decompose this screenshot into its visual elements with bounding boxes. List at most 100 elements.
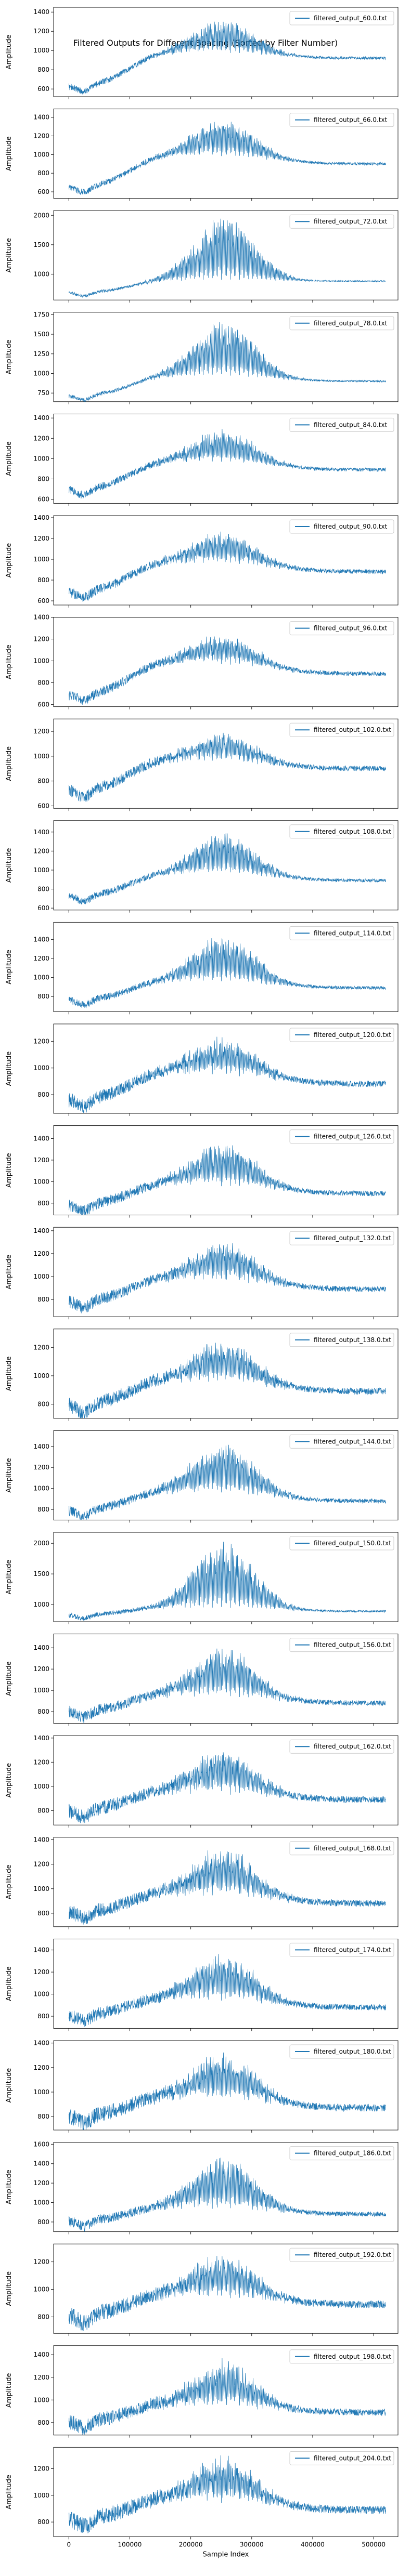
y-tick-label: 1000 (33, 2199, 49, 2206)
legend-entry: filtered_output_84.0.txt (314, 421, 388, 428)
y-axis-label: Amplitude (5, 746, 13, 781)
subplot-21: 800 1000 1200 1400 Amplitude filtered_output_… (5, 2040, 399, 2133)
legend-entry: filtered_output_192.0.txt (314, 2251, 391, 2258)
legend: filtered_output_150.0.txt (289, 1536, 394, 1550)
axes-frame (53, 1430, 399, 1520)
subplot-4: 750 1000 1250 1500 1750 Amplitude filtered_out… (5, 311, 399, 404)
legend-entry: filtered_output_120.0.txt (314, 1031, 391, 1039)
legend-entry: filtered_output_126.0.txt (314, 1133, 391, 1140)
y-tick-label: 1500 (33, 241, 49, 248)
y-tick-label: 800 (37, 1807, 49, 1814)
legend-entry: filtered_output_60.0.txt (314, 15, 388, 22)
y-axis-label: Amplitude (5, 848, 13, 883)
y-tick-label: 1400 (33, 1734, 49, 1742)
y-tick-label: 1000 (33, 556, 49, 563)
legend-box (289, 519, 394, 534)
subplot-1: 600 800 1000 1200 1400 Amplitude filtered_outp… (5, 7, 399, 99)
legend-entry: filtered_output_66.0.txt (314, 116, 388, 124)
legend: filtered_output_168.0.txt (289, 1841, 394, 1856)
y-tick-label: 800 (37, 1200, 49, 1207)
y-tick-label: 1750 (33, 311, 49, 318)
legend-box (289, 316, 394, 331)
legend-box (289, 621, 394, 636)
y-tick-label: 1500 (33, 1570, 49, 1578)
y-tick-label: 600 (37, 802, 49, 809)
legend-entry: filtered_output_102.0.txt (314, 726, 391, 733)
y-tick-label: 1200 (33, 2258, 49, 2266)
legend: filtered_output_144.0.txt (289, 1434, 394, 1449)
legend-entry: filtered_output_150.0.txt (314, 1540, 391, 1547)
legend: filtered_output_78.0.txt (289, 316, 394, 331)
series-line (68, 1145, 386, 1215)
series-line (68, 122, 386, 195)
subplot-15: 800 1000 1200 1400 Amplitude filtered_output_… (5, 1430, 399, 1523)
y-tick-label: 1200 (33, 847, 49, 855)
y-tick-label: 800 (37, 993, 49, 1000)
series-line (68, 1954, 386, 2027)
y-axis-label: Amplitude (5, 35, 13, 70)
legend-box (289, 2248, 394, 2262)
y-tick-label: 1200 (33, 2465, 49, 2472)
y-tick-label: 1000 (33, 2286, 49, 2293)
legend-box (289, 1333, 394, 1347)
y-tick-label: 800 (37, 778, 49, 785)
series-line (68, 2158, 386, 2232)
y-tick-label: 1400 (33, 414, 49, 422)
x-tick-label: 500000 (362, 2541, 386, 2548)
y-tick-label: 1200 (33, 1665, 49, 1673)
subplot-17: 800 1000 1200 1400 Amplitude filtered_output_… (5, 1634, 399, 1726)
y-tick-label: 1000 (33, 47, 49, 54)
y-tick-label: 600 (37, 597, 49, 604)
y-tick-label: 800 (37, 2013, 49, 2020)
legend: filtered_output_108.0.txt (289, 824, 394, 839)
axes-frame (53, 1023, 399, 1114)
legend-entry: filtered_output_132.0.txt (314, 1234, 391, 1242)
series-line (68, 531, 386, 602)
y-axis-label: Amplitude (5, 441, 13, 476)
series-line (68, 1648, 386, 1724)
subplot-22: 800 1000 1200 1400 1600 Amplitude filtered_out… (5, 2140, 399, 2235)
y-tick-label: 800 (37, 169, 49, 177)
legend-entry: filtered_output_90.0.txt (314, 523, 388, 530)
subplot-2: 600 800 1000 1200 1400 Amplitude filtered_outp… (5, 109, 399, 201)
x-tick-label: 200000 (179, 2541, 203, 2548)
y-tick-label: 800 (37, 2518, 49, 2526)
legend-box (289, 2349, 394, 2364)
legend: filtered_output_174.0.txt (289, 1942, 394, 1957)
subplot-20: 800 1000 1200 1400 Amplitude filtered_output_… (5, 1938, 399, 2031)
y-tick-label: 1400 (33, 1644, 49, 1651)
legend-box (289, 1942, 394, 1957)
y-tick-label: 1000 (33, 1064, 49, 1072)
legend: filtered_output_162.0.txt (289, 1739, 394, 1754)
legend: filtered_output_192.0.txt (289, 2248, 394, 2262)
subplot-6: 600 800 1000 1200 1400 Amplitude filtered_outp… (5, 514, 399, 608)
series-line (68, 732, 386, 802)
y-axis-label: Amplitude (5, 2068, 13, 2103)
y-tick-label: 800 (37, 2313, 49, 2320)
series-line (68, 938, 386, 1008)
series-line (69, 1850, 386, 1925)
axes-frame (53, 7, 399, 97)
y-axis-label: Amplitude (5, 1661, 13, 1696)
y-tick-label: 1000 (33, 1687, 49, 1694)
legend: filtered_output_66.0.txt (289, 113, 394, 127)
legend-box (289, 1536, 394, 1550)
y-tick-label: 1400 (33, 614, 49, 621)
axes-frame (53, 820, 399, 911)
y-tick-label: 800 (37, 576, 49, 584)
y-tick-label: 600 (37, 496, 49, 503)
axes-frame (53, 1329, 399, 1419)
y-axis-label: Amplitude (5, 136, 13, 171)
legend-box (289, 1638, 394, 1652)
legend-entry: filtered_output_180.0.txt (314, 2048, 391, 2055)
y-tick-label: 1000 (33, 370, 49, 377)
y-tick-label: 800 (37, 2113, 49, 2120)
y-axis-label: Amplitude (5, 1255, 13, 1290)
y-tick-label: 750 (37, 389, 49, 397)
subplot-8: 600 800 1000 1200 Amplitude filtered_output_1… (5, 718, 399, 811)
series-line (68, 2455, 386, 2534)
y-tick-label: 1200 (33, 728, 49, 735)
axes-frame (53, 312, 399, 402)
axes-frame (53, 109, 399, 199)
